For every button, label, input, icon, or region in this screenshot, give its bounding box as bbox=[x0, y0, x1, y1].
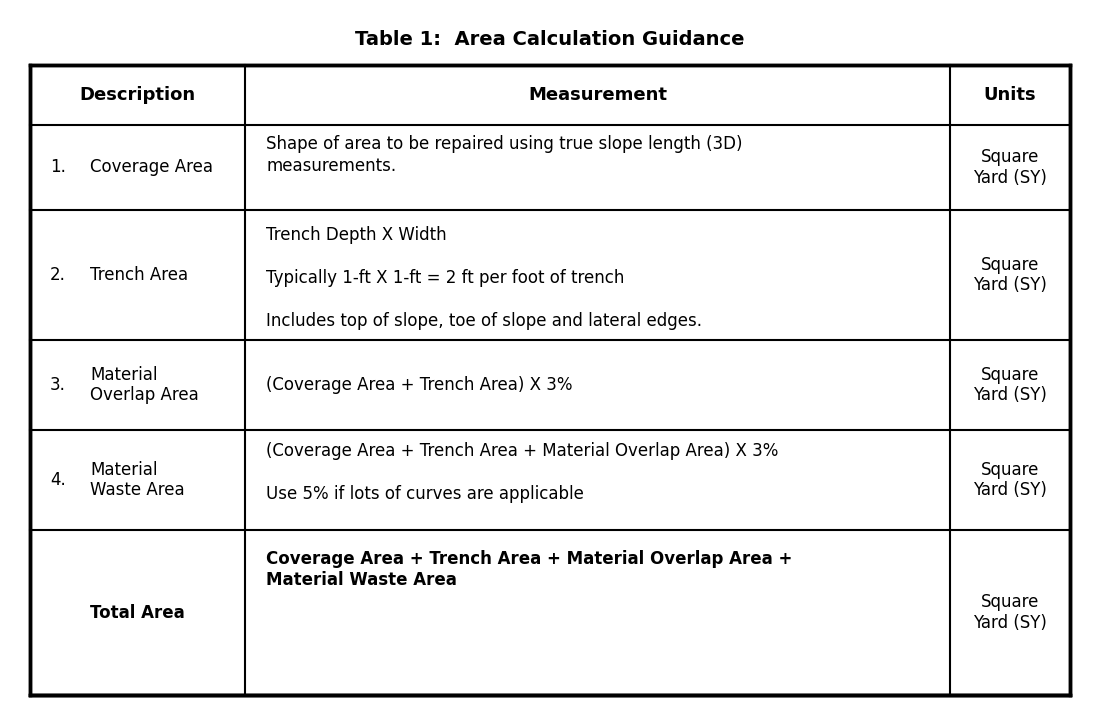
Text: Material
Overlap Area: Material Overlap Area bbox=[90, 366, 199, 405]
Text: Total Area: Total Area bbox=[90, 603, 185, 622]
Text: Use 5% if lots of curves are applicable: Use 5% if lots of curves are applicable bbox=[266, 485, 584, 503]
Text: Coverage Area: Coverage Area bbox=[90, 159, 213, 176]
Text: measurements.: measurements. bbox=[266, 157, 396, 175]
Text: Includes top of slope, toe of slope and lateral edges.: Includes top of slope, toe of slope and … bbox=[266, 312, 702, 330]
Text: Table 1:  Area Calculation Guidance: Table 1: Area Calculation Guidance bbox=[355, 30, 745, 49]
Bar bbox=[30, 65, 1070, 695]
Text: Measurement: Measurement bbox=[528, 86, 667, 104]
Text: Square
Yard (SY): Square Yard (SY) bbox=[974, 148, 1047, 187]
Text: Material
Waste Area: Material Waste Area bbox=[90, 460, 185, 499]
Text: Trench Area: Trench Area bbox=[90, 266, 188, 284]
Text: Square
Yard (SY): Square Yard (SY) bbox=[974, 366, 1047, 405]
Text: Typically 1-ft X 1-ft = 2 ft per foot of trench: Typically 1-ft X 1-ft = 2 ft per foot of… bbox=[266, 269, 625, 287]
Text: 3.: 3. bbox=[50, 376, 66, 394]
Text: Square
Yard (SY): Square Yard (SY) bbox=[974, 593, 1047, 632]
Text: Material Waste Area: Material Waste Area bbox=[266, 571, 456, 589]
Text: Square
Yard (SY): Square Yard (SY) bbox=[974, 460, 1047, 499]
Text: Shape of area to be repaired using true slope length (3D): Shape of area to be repaired using true … bbox=[266, 135, 742, 153]
Text: (Coverage Area + Trench Area + Material Overlap Area) X 3%: (Coverage Area + Trench Area + Material … bbox=[266, 442, 779, 460]
Text: 4.: 4. bbox=[50, 471, 66, 489]
Text: Square
Yard (SY): Square Yard (SY) bbox=[974, 256, 1047, 295]
Text: 2.: 2. bbox=[50, 266, 66, 284]
Text: Trench Depth X Width: Trench Depth X Width bbox=[266, 226, 447, 244]
Text: Coverage Area + Trench Area + Material Overlap Area +: Coverage Area + Trench Area + Material O… bbox=[266, 550, 792, 568]
Text: Description: Description bbox=[79, 86, 196, 104]
Text: Units: Units bbox=[983, 86, 1036, 104]
Text: (Coverage Area + Trench Area) X 3%: (Coverage Area + Trench Area) X 3% bbox=[266, 376, 573, 394]
Text: 1.: 1. bbox=[50, 159, 66, 176]
